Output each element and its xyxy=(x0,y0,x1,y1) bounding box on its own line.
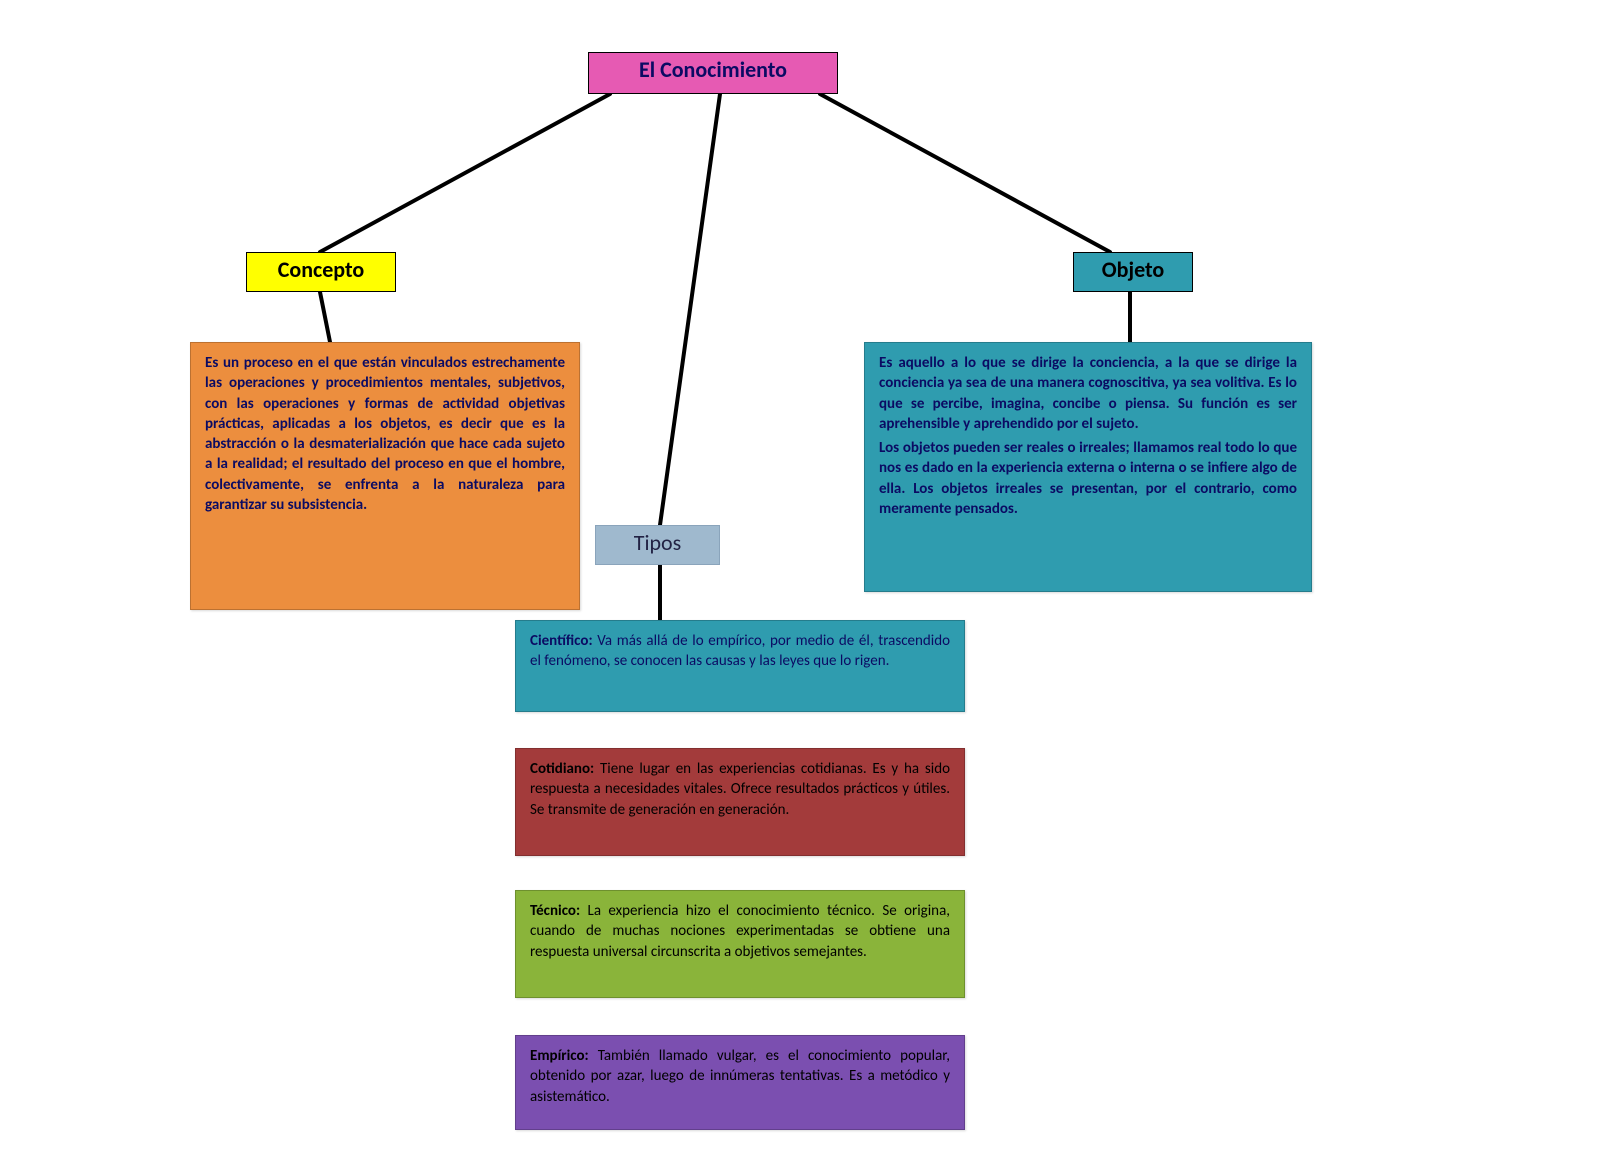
objeto-body-paragraph: Es aquello a lo que se dirige la concien… xyxy=(879,353,1297,434)
tipos-item-text: La experiencia hizo el conocimiento técn… xyxy=(530,902,950,961)
concepto-body-text: Es un proceso en el que están vinculados… xyxy=(205,354,565,514)
tipos-item-label: Científico: xyxy=(530,632,593,650)
tipos-item: Técnico: La experiencia hizo el conocimi… xyxy=(515,890,965,998)
diagram-stage: El Conocimiento Concepto Es un proceso e… xyxy=(0,0,1600,1165)
tipos-item-label: Técnico: xyxy=(530,902,580,920)
connector-line xyxy=(820,94,1110,252)
tipos-title-label: Tipos xyxy=(634,529,682,556)
objeto-body-paragraph: Los objetos pueden ser reales o irreales… xyxy=(879,438,1297,519)
connector-line xyxy=(320,292,330,342)
objeto-title: Objeto xyxy=(1073,252,1193,292)
tipos-item: Cotidiano: Tiene lugar en las experienci… xyxy=(515,748,965,856)
tipos-item: Científico: Va más allá de lo empírico, … xyxy=(515,620,965,712)
root-node: El Conocimiento xyxy=(588,52,838,94)
concepto-title-label: Concepto xyxy=(278,256,365,283)
tipos-item-text: También llamado vulgar, es el conocimien… xyxy=(530,1047,950,1106)
concepto-title: Concepto xyxy=(246,252,396,292)
root-node-label: El Conocimiento xyxy=(639,56,787,83)
tipos-item-label: Empírico: xyxy=(530,1047,589,1065)
tipos-item: Empírico: También llamado vulgar, es el … xyxy=(515,1035,965,1130)
tipos-title: Tipos xyxy=(595,525,720,565)
concepto-body: Es un proceso en el que están vinculados… xyxy=(190,342,580,610)
connector-line xyxy=(320,94,610,252)
connector-line xyxy=(660,94,720,525)
tipos-item-label: Cotidiano: xyxy=(530,760,594,778)
objeto-title-label: Objeto xyxy=(1102,256,1164,283)
objeto-body: Es aquello a lo que se dirige la concien… xyxy=(864,342,1312,592)
tipos-item-text: Va más allá de lo empírico, por medio de… xyxy=(530,632,950,670)
